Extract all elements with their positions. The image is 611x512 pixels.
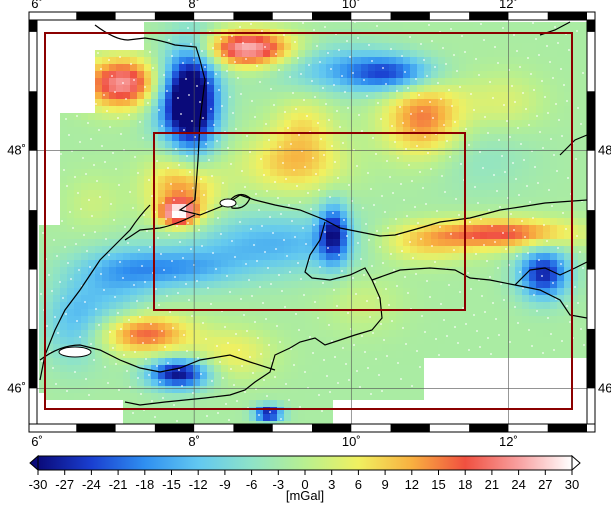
colorbar-bar [37, 455, 573, 471]
colorbar-tick-label: -18 [135, 477, 154, 492]
colorbar-tick-label: -30 [29, 477, 48, 492]
longitude-labels-bottom: 6˚ 8˚ 10˚ 12˚ [31, 434, 518, 449]
colorbar-tick-label: 0 [301, 477, 308, 492]
colorbar-right-arrow [571, 454, 581, 472]
colorbar-tick-label: -24 [82, 477, 101, 492]
map-frame [28, 11, 596, 433]
colorbar-tick-label: -3 [273, 477, 285, 492]
colorbar-tick-label: -27 [55, 477, 74, 492]
longitude-label: 10˚ [342, 0, 361, 11]
colorbar-unit-label: [mGal] [286, 488, 324, 503]
colorbar-tick-label: 18 [458, 477, 472, 492]
longitude-labels-top: 6˚ 8˚ 10˚ 12˚ [31, 0, 518, 11]
colorbar-tick-label: 27 [538, 477, 552, 492]
latitude-label: 46˚ [598, 380, 611, 395]
colorbar-tick-label: 30 [565, 477, 579, 492]
latitude-labels-left: 46˚ 48˚ [7, 143, 26, 396]
colorbar-tick-label: 12 [405, 477, 419, 492]
outer-region-box [44, 32, 573, 410]
colorbar-ticks: -30 -27 -24 -21 -18 -15 -12 -9 -6 -3 0 3 6 9 12 15 18 21 2… [29, 470, 579, 492]
longitude-label: 12˚ [499, 434, 518, 449]
inner-region-box [153, 132, 466, 311]
colorbar-left-arrow [29, 454, 39, 472]
longitude-label: 6˚ [31, 0, 43, 11]
colorbar-tick-label: -21 [109, 477, 128, 492]
country-borders [39, 21, 587, 406]
anomaly-field [39, 21, 587, 424]
longitude-label: 8˚ [188, 0, 200, 11]
colorbar-tick-label: 15 [431, 477, 445, 492]
colorbar-tick-label: 21 [485, 477, 499, 492]
longitude-label: 6˚ [31, 434, 43, 449]
colorbar-tick-label: -15 [162, 477, 181, 492]
colorbar: -30 -27 -24 -21 -18 -15 -12 -9 -6 -3 0 3 6 9 12 15 18 21 2… [29, 454, 581, 503]
latitude-label: 48˚ [7, 143, 26, 158]
colorbar-tick-label: -9 [219, 477, 231, 492]
colorbar-tick-label: 6 [355, 477, 362, 492]
map-border-frame [28, 11, 596, 433]
latitude-label: 46˚ [7, 380, 26, 395]
graticule [37, 20, 587, 424]
longitude-label: 8˚ [188, 434, 200, 449]
longitude-label: 12˚ [499, 0, 518, 11]
colorbar-tick-label: 3 [328, 477, 335, 492]
colorbar-tick-label: 9 [381, 477, 388, 492]
colorbar-tick-label: -6 [246, 477, 258, 492]
latitude-label: 48˚ [598, 143, 611, 158]
colorbar-tick-label: 24 [511, 477, 525, 492]
latitude-labels-right: 46˚ 48˚ [598, 143, 611, 396]
colorbar-tick-label: -12 [189, 477, 208, 492]
longitude-label: 10˚ [342, 434, 361, 449]
